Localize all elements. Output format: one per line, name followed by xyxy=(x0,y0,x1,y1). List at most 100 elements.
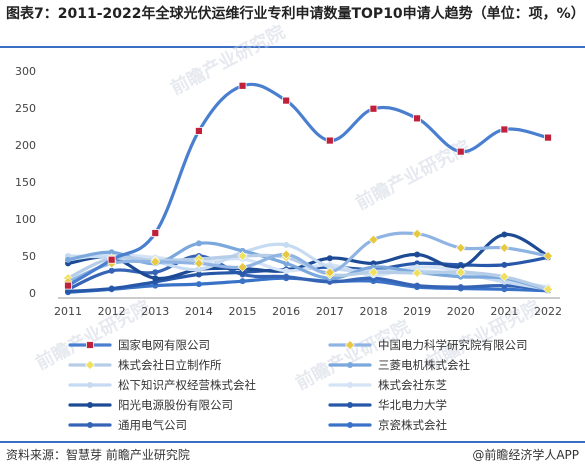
data-point xyxy=(455,267,466,278)
source-note: 资料来源：智慧芽 前瞻产业研究院 xyxy=(6,448,190,462)
x-tick-label: 2011 xyxy=(54,305,82,318)
y-tick-label: 100 xyxy=(15,213,36,226)
data-point xyxy=(65,288,71,295)
title-underline xyxy=(0,46,585,48)
data-point xyxy=(281,249,292,260)
legend-label: 松下知识产权经营株式会社 xyxy=(118,378,256,392)
y-tick-label: 50 xyxy=(22,250,36,263)
legend-swatch-marker xyxy=(345,340,355,350)
legend-item: 通用电气公司 xyxy=(68,418,187,432)
legend-label: 三菱电机株式会社 xyxy=(378,358,470,372)
legend-item: 中国电力科学研究院有限公司 xyxy=(328,338,528,352)
y-axis: 0 50 100 150 200 250 300 xyxy=(15,65,36,300)
data-point xyxy=(108,267,115,274)
x-tick-label: 2022 xyxy=(534,305,562,318)
data-point xyxy=(456,147,465,156)
legend-label: 株式会社日立制作所 xyxy=(118,358,222,372)
data-point xyxy=(195,127,203,135)
data-point xyxy=(414,251,421,258)
legend-label: 华北电力大学 xyxy=(378,398,447,412)
data-point xyxy=(239,278,246,285)
legend-item: 华北电力大学 xyxy=(328,398,447,412)
data-point xyxy=(237,262,248,273)
legend-swatch-marker xyxy=(347,422,353,428)
legend-item: 阳光电源股份有限公司 xyxy=(68,398,233,412)
legend-label: 中国电力科学研究院有限公司 xyxy=(378,338,528,352)
data-point xyxy=(500,125,509,134)
x-tick-label: 2013 xyxy=(141,305,169,318)
data-point xyxy=(193,258,204,269)
legend-label: 株式会社东芝 xyxy=(378,378,447,392)
x-tick-label: 2014 xyxy=(185,305,213,318)
x-tick-label: 2015 xyxy=(229,305,257,318)
footer-rule xyxy=(0,441,585,443)
x-tick-label: 2018 xyxy=(359,305,387,318)
legend-swatch-marker xyxy=(87,422,93,428)
data-point xyxy=(501,261,508,268)
data-point xyxy=(283,241,290,248)
y-tick-label: 150 xyxy=(15,176,36,189)
legend-swatch-marker xyxy=(85,360,95,370)
x-tick-label: 2012 xyxy=(98,305,126,318)
legend-swatch-marker xyxy=(347,382,353,388)
x-tick-label: 2019 xyxy=(403,305,431,318)
data-point xyxy=(543,251,553,261)
data-point xyxy=(195,240,202,247)
data-point xyxy=(195,266,202,273)
legend-label: 通用电气公司 xyxy=(118,418,187,432)
legend-item: 株式会社日立制作所 xyxy=(68,358,222,372)
data-point xyxy=(543,284,553,295)
x-tick-label: 2020 xyxy=(447,305,475,318)
data-point xyxy=(413,114,421,123)
y-tick-label: 250 xyxy=(15,102,36,115)
chart-title: 图表7：2011-2022年全球光伏运维行业专利申请数量TOP10申请人趋势（单… xyxy=(6,6,585,22)
data-point xyxy=(501,231,508,238)
data-point xyxy=(414,282,421,289)
data-point xyxy=(282,96,291,105)
x-tick-label: 2021 xyxy=(490,305,518,318)
data-point xyxy=(370,264,377,271)
legend-item: 株式会社东芝 xyxy=(328,378,447,392)
legend-item: 京瓷株式会社 xyxy=(328,418,447,432)
data-point xyxy=(499,271,510,282)
data-point xyxy=(544,133,552,142)
x-axis: 2011 2012 2013 2014 2015 2016 2017 2018 2019 2020… xyxy=(54,297,562,318)
data-point xyxy=(108,285,115,292)
data-point xyxy=(65,256,71,263)
legend-label: 阳光电源股份有限公司 xyxy=(118,398,233,412)
x-tick-label: 2016 xyxy=(272,305,300,318)
data-point xyxy=(107,255,116,264)
data-point xyxy=(369,104,378,113)
data-point xyxy=(325,136,334,145)
legend-item: 松下知识产权经营株式会社 xyxy=(68,378,256,392)
data-point xyxy=(326,255,333,262)
data-point xyxy=(152,269,159,276)
watermark-text: 前瞻产业研究院 xyxy=(167,21,289,100)
series-line xyxy=(66,254,550,291)
legend-swatch-marker xyxy=(347,402,353,408)
data-point xyxy=(150,256,161,267)
data-point xyxy=(412,268,423,278)
legend-item: 三菱电机株式会社 xyxy=(328,358,470,372)
legend-swatch-marker xyxy=(347,362,353,368)
brand-text: @前瞻经济学人APP xyxy=(472,448,579,462)
watermark-text: 前瞻产业研究院 xyxy=(352,136,474,215)
data-point xyxy=(457,284,464,291)
data-point xyxy=(283,273,290,280)
y-tick-label: 0 xyxy=(29,287,36,300)
legend-item: 国家电网有限公司 xyxy=(68,338,210,352)
legend-swatch-marker xyxy=(87,382,93,388)
data-point xyxy=(195,271,202,278)
legend-swatch-marker xyxy=(86,341,94,349)
data-point xyxy=(326,264,333,271)
y-tick-label: 300 xyxy=(15,65,36,78)
data-point xyxy=(64,281,72,290)
data-point xyxy=(412,228,423,239)
data-point xyxy=(283,267,290,274)
x-tick-label: 2017 xyxy=(316,305,344,318)
data-point xyxy=(237,251,248,261)
legend-label: 国家电网有限公司 xyxy=(118,338,210,352)
data-point xyxy=(108,249,115,256)
